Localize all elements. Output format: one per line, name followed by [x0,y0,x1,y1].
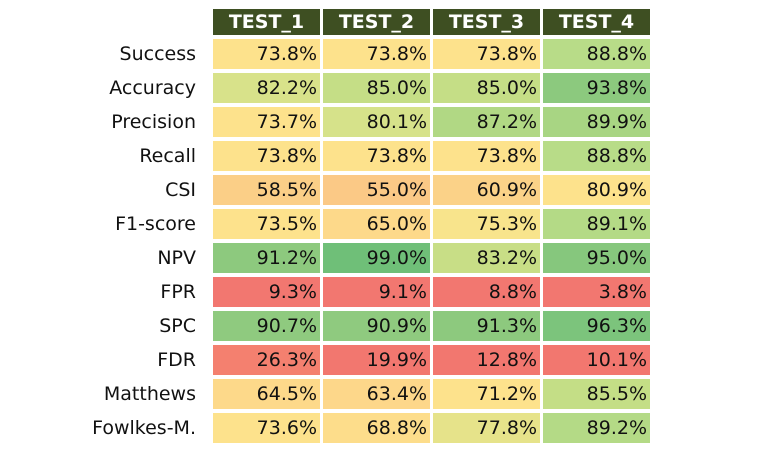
value-cell: 65.0% [323,209,430,239]
value-cell: 73.8% [323,141,430,171]
value-cell: 9.3% [213,277,320,307]
row-label: Recall [139,145,196,167]
value-cell: 85.5% [543,379,650,409]
value-cell: 89.2% [543,413,650,443]
row-label: Matthews [103,383,196,405]
table-row: CSI 58.5% 55.0% 60.9% 80.9% [3,175,650,205]
table-row: NPV 91.2% 99.0% 83.2% 95.0% [3,243,650,273]
value-cell: 73.8% [213,39,320,69]
value-cell: 73.8% [213,141,320,171]
value-cell: 91.3% [433,311,540,341]
value-cell: 73.7% [213,107,320,137]
value-cell: 73.5% [213,209,320,239]
value-cell: 85.0% [433,73,540,103]
value-cell: 12.8% [433,345,540,375]
value-cell: 82.2% [213,73,320,103]
value-cell: 9.1% [323,277,430,307]
value-cell: 73.8% [323,39,430,69]
row-label: FDR [157,349,196,371]
value-cell: 85.0% [323,73,430,103]
table-row: Recall 73.8% 73.8% 73.8% 88.8% [3,141,650,171]
column-header-test-2: TEST_2 [323,9,430,35]
value-cell: 83.2% [433,243,540,273]
table-row: Success 73.8% 73.8% 73.8% 88.8% [3,39,650,69]
value-cell: 93.8% [543,73,650,103]
value-cell: 55.0% [323,175,430,205]
value-cell: 95.0% [543,243,650,273]
value-cell: 64.5% [213,379,320,409]
table-row: SPC 90.7% 90.9% 91.3% 96.3% [3,311,650,341]
value-cell: 75.3% [433,209,540,239]
row-label: Accuracy [109,77,196,99]
table-row: FPR 9.3% 9.1% 8.8% 3.8% [3,277,650,307]
value-cell: 8.8% [433,277,540,307]
value-cell: 10.1% [543,345,650,375]
table-body: Success 73.8% 73.8% 73.8% 88.8% Accuracy 82.2%… [3,39,650,443]
row-label: Success [119,43,196,65]
value-cell: 80.9% [543,175,650,205]
value-cell: 26.3% [213,345,320,375]
value-cell: 63.4% [323,379,430,409]
table-row: FDR 26.3% 19.9% 12.8% 10.1% [3,345,650,375]
value-cell: 89.9% [543,107,650,137]
value-cell: 68.8% [323,413,430,443]
value-cell: 19.9% [323,345,430,375]
table-row: Accuracy 82.2% 85.0% 85.0% 93.8% [3,73,650,103]
value-cell: 96.3% [543,311,650,341]
value-cell: 71.2% [433,379,540,409]
value-cell: 91.2% [213,243,320,273]
row-label: CSI [165,179,196,201]
value-cell: 90.9% [323,311,430,341]
row-label: F1-score [115,213,196,235]
table-row: Matthews 64.5% 63.4% 71.2% 85.5% [3,379,650,409]
value-cell: 73.6% [213,413,320,443]
row-label: Precision [111,111,196,133]
table-row: F1-score 73.5% 65.0% 75.3% 89.1% [3,209,650,239]
table-row: Precision 73.7% 80.1% 87.2% 89.9% [3,107,650,137]
value-cell: 89.1% [543,209,650,239]
column-header-test-4: TEST_4 [543,9,650,35]
value-cell: 58.5% [213,175,320,205]
row-label: NPV [157,247,196,269]
value-cell: 90.7% [213,311,320,341]
metrics-table: TEST_1 TEST_2 TEST_3 TEST_4 Success 73.8%… [0,5,653,447]
value-cell: 88.8% [543,141,650,171]
value-cell: 73.8% [433,39,540,69]
table-row: Fowlkes-M. 73.6% 68.8% 77.8% 89.2% [3,413,650,443]
column-header-test-1: TEST_1 [213,9,320,35]
corner-cell [3,9,210,35]
value-cell: 3.8% [543,277,650,307]
value-cell: 99.0% [323,243,430,273]
value-cell: 77.8% [433,413,540,443]
row-label: SPC [159,315,196,337]
value-cell: 87.2% [433,107,540,137]
value-cell: 73.8% [433,141,540,171]
value-cell: 88.8% [543,39,650,69]
value-cell: 80.1% [323,107,430,137]
value-cell: 60.9% [433,175,540,205]
row-label: FPR [160,281,196,303]
row-label: Fowlkes-M. [92,417,196,439]
column-header-test-3: TEST_3 [433,9,540,35]
header-row: TEST_1 TEST_2 TEST_3 TEST_4 [3,9,650,35]
